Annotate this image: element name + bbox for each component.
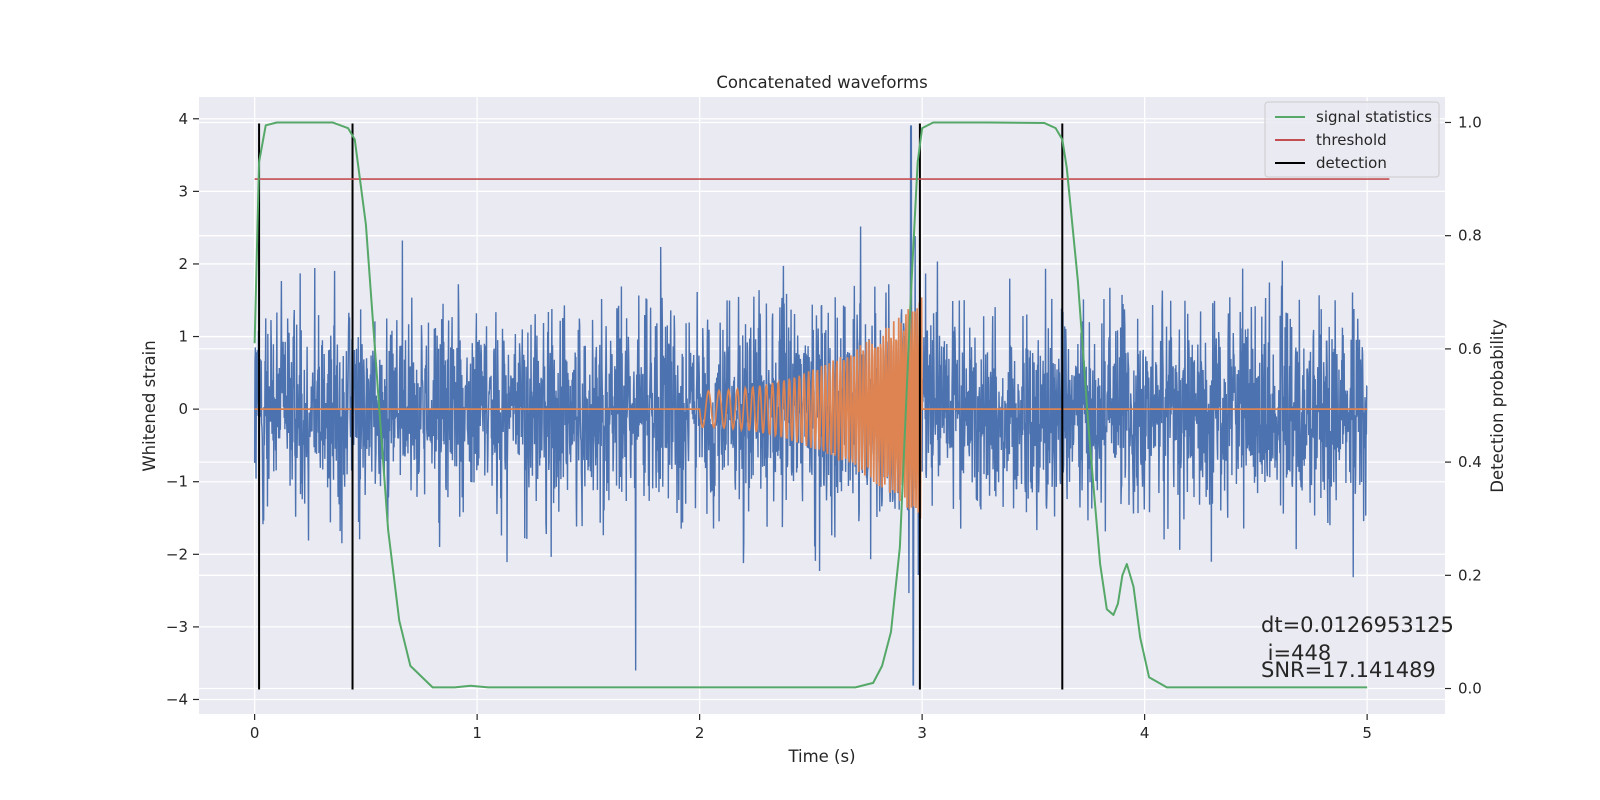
x-tick-label: 2 [695,724,705,742]
y2-axis-ticks: 0.0 0.2 0.4 0.6 0.8 1.0 [1445,113,1482,698]
y2-tick-label: 1.0 [1458,113,1482,131]
x-tick-label: 3 [917,724,927,742]
y-tick-label: 2 [178,255,188,273]
y-tick-label: 4 [178,110,188,128]
y-tick-label: −1 [166,473,188,491]
x-axis-ticks: 0 1 2 3 4 5 [250,714,1372,742]
y-tick-label: 1 [178,328,188,346]
chart-title: Concatenated waveforms [716,73,927,92]
x-axis-label: Time (s) [787,747,855,766]
y-tick-label: 0 [178,400,188,418]
signal-statistics-line [253,121,1368,689]
x-tick-label: 1 [472,724,482,742]
legend: signal statistics threshold detection [1264,101,1440,178]
y-tick-label: −4 [166,690,188,708]
x-tick-label: 5 [1362,724,1372,742]
template-line [254,297,1368,519]
annotation-dt: dt=0.0126953125 [1261,613,1454,637]
legend-label-signal-statistics: signal statistics [1316,108,1432,126]
strain-series [253,125,1368,686]
y2-tick-label: 0.4 [1458,453,1482,471]
y-axis-ticks: −4 −3 −2 −1 0 1 2 3 4 [166,110,199,708]
annotations: dt=0.0126953125 i=448 SNR=17.141489 [1261,613,1454,682]
signal-statistics-series [253,121,1368,689]
y-tick-label: −2 [166,545,188,563]
y2-tick-label: 0.6 [1458,340,1482,358]
annotation-i: i=448 [1261,641,1331,665]
y-tick-label: 3 [178,182,188,200]
y2-tick-label: 0.2 [1458,566,1482,584]
template-series [254,297,1368,519]
legend-box [1264,101,1440,178]
x-tick-label: 4 [1140,724,1150,742]
y-axis-label: Whitened strain [140,340,159,471]
strain-line [253,125,1368,686]
detection-lines [258,123,1064,690]
y2-tick-label: 0.0 [1458,680,1482,698]
annotation-snr: SNR=17.141489 [1261,658,1436,682]
y2-tick-label: 0.8 [1458,227,1482,245]
y2-axis-label: Detection probability [1488,319,1507,493]
y-tick-label: −3 [166,618,188,636]
x-tick-label: 0 [250,724,260,742]
legend-label-detection: detection [1316,154,1387,172]
legend-label-threshold: threshold [1316,131,1387,149]
